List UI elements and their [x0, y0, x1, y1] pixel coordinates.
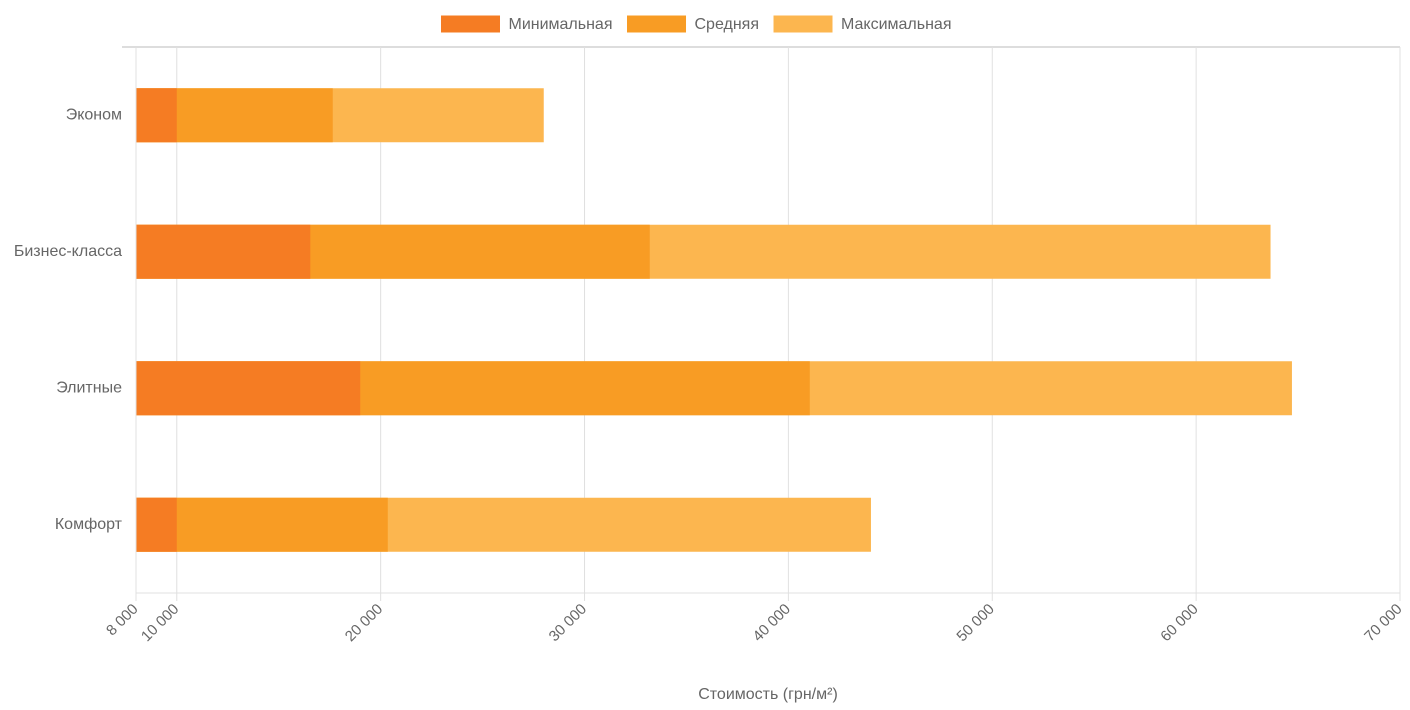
bar: [136, 497, 388, 552]
bar: [136, 88, 177, 143]
y-tick-label: Эконом: [66, 106, 122, 123]
x-tick-label: 60 000: [1157, 601, 1201, 645]
x-tick-label: 40 000: [750, 601, 794, 645]
legend-label: Максимальная: [841, 16, 952, 33]
x-tick-label: 30 000: [546, 601, 590, 645]
legend-label: Средняя: [695, 16, 760, 33]
y-tick-label: Бизнес-класса: [14, 243, 122, 260]
bar: [136, 224, 311, 279]
x-tick-label: 20 000: [342, 601, 386, 645]
x-tick-label: 10 000: [138, 601, 182, 645]
x-axis-title: Стоимость (грн/м²): [698, 686, 838, 703]
bar: [136, 497, 177, 552]
legend-label: Минимальная: [508, 16, 612, 33]
x-tick-label: 8 000: [103, 601, 142, 640]
x-tick-label: 50 000: [953, 601, 997, 645]
legend-swatch: [626, 14, 688, 34]
y-tick-label: Элитные: [56, 379, 122, 396]
y-tick-label: Комфорт: [55, 516, 123, 533]
legend-swatch: [772, 14, 834, 34]
x-tick-label: 70 000: [1361, 601, 1405, 645]
legend-swatch: [439, 14, 501, 34]
bar: [136, 361, 361, 416]
